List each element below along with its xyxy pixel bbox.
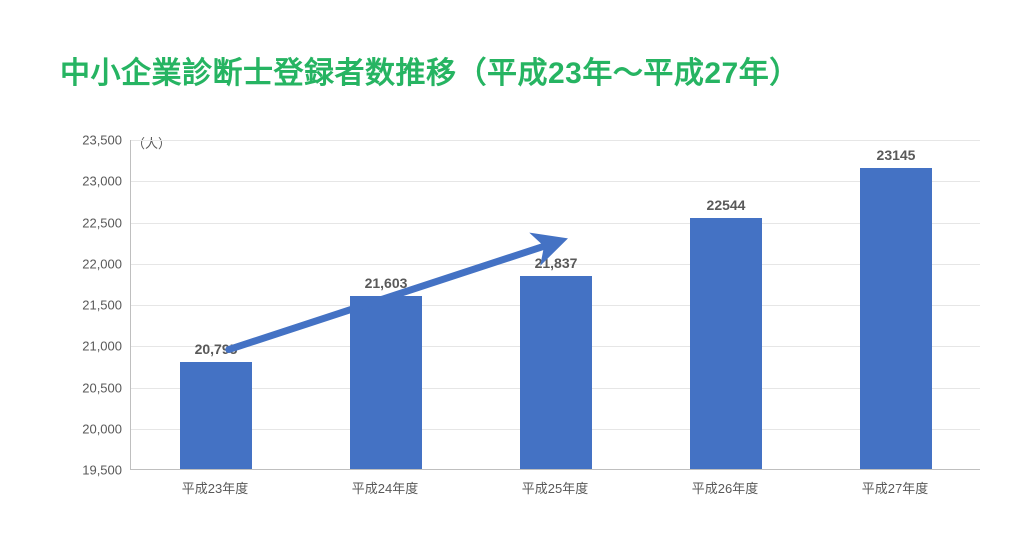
bar bbox=[860, 168, 931, 469]
grid-line bbox=[131, 140, 980, 141]
plot-area: 20,795 21,603 21,837 22544 23145 bbox=[130, 140, 980, 470]
y-tick-label: 21,000 bbox=[60, 339, 122, 354]
y-tick-label: 23,500 bbox=[60, 133, 122, 148]
chart-area: 19,500 20,000 20,500 21,000 21,500 22,000 22,5… bbox=[60, 140, 980, 510]
y-tick-label: 19,500 bbox=[60, 463, 122, 478]
grid-line bbox=[131, 223, 980, 224]
bar bbox=[690, 218, 761, 469]
bar-value-label: 20,795 bbox=[166, 341, 266, 357]
y-tick-label: 23,000 bbox=[60, 174, 122, 189]
bar-value-label: 21,837 bbox=[506, 255, 606, 271]
bar bbox=[520, 276, 591, 469]
y-tick-label: 20,000 bbox=[60, 421, 122, 436]
y-tick-label: 21,500 bbox=[60, 298, 122, 313]
y-tick-label: 22,000 bbox=[60, 256, 122, 271]
bar-value-label: 21,603 bbox=[336, 275, 436, 291]
x-tick-label: 平成24年度 bbox=[315, 478, 455, 497]
chart-title: 中小企業診断士登録者数推移（平成23年～平成27年） bbox=[60, 48, 800, 92]
grid-line bbox=[131, 181, 980, 182]
x-tick-label: 平成27年度 bbox=[825, 478, 965, 497]
y-tick-label: 20,500 bbox=[60, 380, 122, 395]
bar bbox=[180, 362, 251, 469]
x-tick-label: 平成23年度 bbox=[145, 478, 285, 497]
x-tick-label: 平成25年度 bbox=[485, 478, 625, 497]
x-tick-label: 平成26年度 bbox=[655, 478, 795, 497]
bar-value-label: 22544 bbox=[676, 197, 776, 213]
bar bbox=[350, 296, 421, 469]
y-tick-label: 22,500 bbox=[60, 215, 122, 230]
bar-value-label: 23145 bbox=[846, 147, 946, 163]
